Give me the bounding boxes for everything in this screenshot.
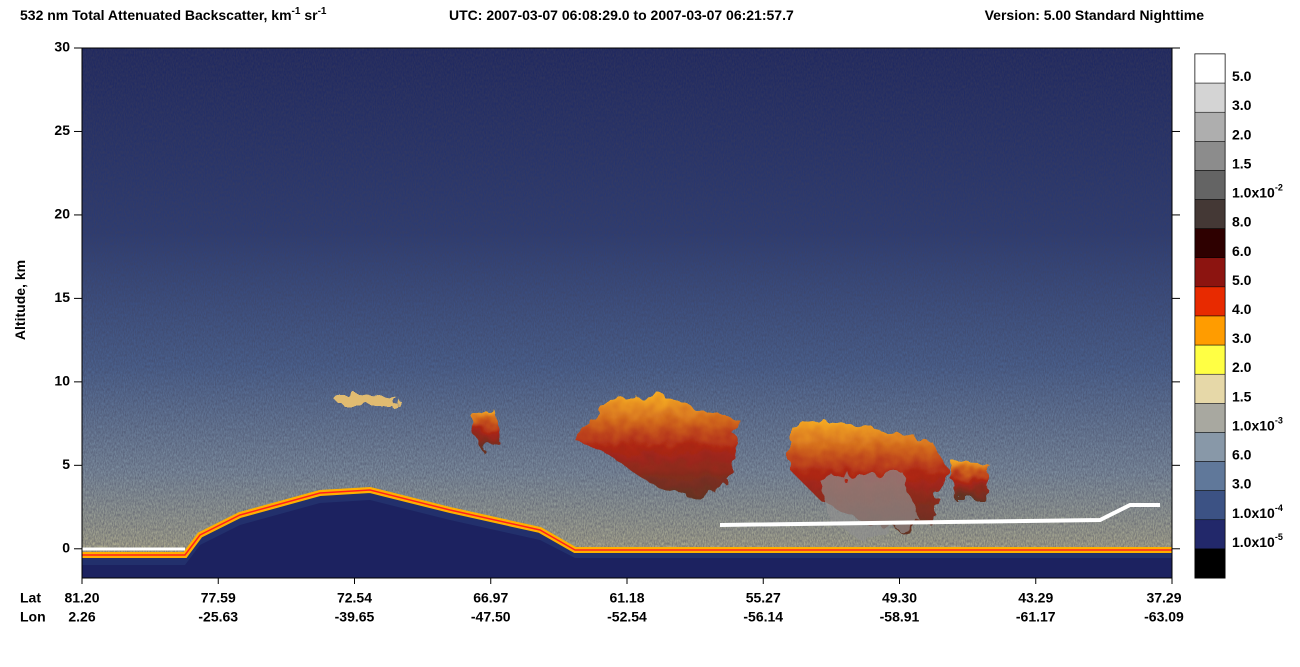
colorbar-label: 2.0 [1232, 359, 1252, 375]
title-part: sr [300, 7, 318, 23]
lon-label: -58.91 [880, 609, 920, 625]
lat-label: 55.27 [746, 590, 781, 606]
chart-title: 532 nm Total Attenuated Backscatter, km-… [20, 6, 327, 23]
colorbar-label-exp: -2 [1275, 183, 1283, 193]
lon-row-label: Lon [20, 609, 46, 625]
colorbar-swatch [1194, 82, 1226, 113]
title-part: 532 nm Total Attenuated Backscatter, km [20, 7, 292, 23]
lon-label: 2.26 [68, 609, 95, 625]
colorbar-label-base: 4.0 [1232, 301, 1252, 317]
colorbar-label-exp: -3 [1275, 416, 1283, 426]
y-tick-label: 20 [54, 206, 70, 222]
y-axis-title: Altitude, km [12, 260, 28, 340]
colorbar-label: 1.0x10-2 [1232, 183, 1283, 200]
y-tick-label: 0 [62, 539, 70, 555]
title-superscript: -1 [292, 6, 301, 17]
colorbar-swatch [1194, 432, 1226, 462]
title-version: Version: 5.00 Standard Nighttime [985, 7, 1205, 23]
colorbar-label: 1.0x10-5 [1232, 532, 1283, 549]
colorbar-label-base: 1.0x10 [1232, 504, 1275, 520]
lat-label: 43.29 [1018, 590, 1053, 606]
colorbar-swatch [1194, 315, 1226, 346]
colorbar-swatch [1194, 199, 1226, 229]
colorbar-label: 1.5 [1232, 388, 1252, 404]
colorbar-label-base: 3.0 [1232, 330, 1252, 346]
colorbar-swatch [1194, 286, 1226, 317]
colorbar-label: 2.0 [1232, 126, 1252, 142]
colorbar-label-base: 8.0 [1232, 213, 1252, 229]
colorbar-swatch [1194, 403, 1226, 433]
colorbar-label: 3.0 [1232, 330, 1252, 346]
y-tick-label: 15 [54, 289, 70, 305]
colorbar-label-base: 1.0x10 [1232, 534, 1275, 550]
colorbar-swatch [1194, 461, 1226, 491]
colorbar-label-exp: -4 [1275, 503, 1283, 513]
colorbar-label-base: 5.0 [1232, 272, 1252, 288]
y-tick-label: 25 [54, 122, 70, 138]
colorbar-label-base: 6.0 [1232, 446, 1252, 462]
curtain-image [82, 48, 1172, 578]
lon-label: -25.63 [198, 609, 238, 625]
colorbar-label: 6.0 [1232, 242, 1252, 258]
lon-label: -63.09 [1144, 609, 1184, 625]
lat-label: 81.20 [64, 590, 99, 606]
y-tick-label: 5 [62, 456, 70, 472]
colorbar-label: 5.0 [1232, 68, 1252, 84]
colorbar-label: 1.0x10-4 [1232, 503, 1283, 520]
colorbar-label-base: 3.0 [1232, 475, 1252, 491]
lat-label: 66.97 [473, 590, 508, 606]
colorbar-label: 5.0 [1232, 272, 1252, 288]
colorbar-swatch [1194, 170, 1226, 200]
title-utc: UTC: 2007-03-07 06:08:29.0 to 2007-03-07… [449, 7, 794, 23]
lon-label: -61.17 [1016, 609, 1056, 625]
colorbar-swatch [1194, 53, 1226, 84]
colorbar-swatch [1194, 373, 1226, 404]
colorbar-swatch [1194, 257, 1226, 288]
colorbar-label: 3.0 [1232, 475, 1252, 491]
colorbar-swatch [1194, 228, 1226, 259]
title-superscript: -1 [318, 6, 327, 17]
colorbar-label-base: 5.0 [1232, 68, 1252, 84]
colorbar-label-exp: -5 [1275, 532, 1283, 542]
colorbar-label-base: 2.0 [1232, 126, 1252, 142]
colorbar-label: 3.0 [1232, 97, 1252, 113]
colorbar-label: 4.0 [1232, 301, 1252, 317]
colorbar-label-base: 1.5 [1232, 388, 1252, 404]
colorbar-label: 1.5 [1232, 155, 1252, 171]
colorbar-label-base: 1.0x10 [1232, 184, 1275, 200]
lon-label: -39.65 [335, 609, 375, 625]
colorbar-label-base: 1.5 [1232, 155, 1252, 171]
colorbar-swatch [1194, 141, 1226, 171]
colorbar-label-base: 6.0 [1232, 242, 1252, 258]
lon-label: -52.54 [607, 609, 647, 625]
lon-label: -47.50 [471, 609, 511, 625]
colorbar-label: 1.0x10-3 [1232, 416, 1283, 433]
lat-label: 61.18 [609, 590, 644, 606]
lat-row-label: Lat [20, 590, 41, 606]
lon-label: -56.14 [743, 609, 783, 625]
colorbar-label-base: 1.0x10 [1232, 417, 1275, 433]
colorbar-swatch [1194, 490, 1226, 521]
colorbar-label-base: 2.0 [1232, 359, 1252, 375]
lat-label: 72.54 [337, 590, 372, 606]
colorbar-label: 8.0 [1232, 213, 1252, 229]
colorbar-swatch [1194, 548, 1226, 579]
colorbar-label: 6.0 [1232, 446, 1252, 462]
colorbar-label-base: 3.0 [1232, 97, 1252, 113]
y-tick-label: 30 [54, 39, 70, 55]
lat-label: 77.59 [201, 590, 236, 606]
lat-label: 37.29 [1146, 590, 1181, 606]
lat-label: 49.30 [882, 590, 917, 606]
colorbar-swatch [1194, 111, 1226, 142]
colorbar-swatch [1194, 344, 1226, 375]
colorbar-swatch [1194, 519, 1226, 550]
y-tick-label: 10 [54, 373, 70, 389]
